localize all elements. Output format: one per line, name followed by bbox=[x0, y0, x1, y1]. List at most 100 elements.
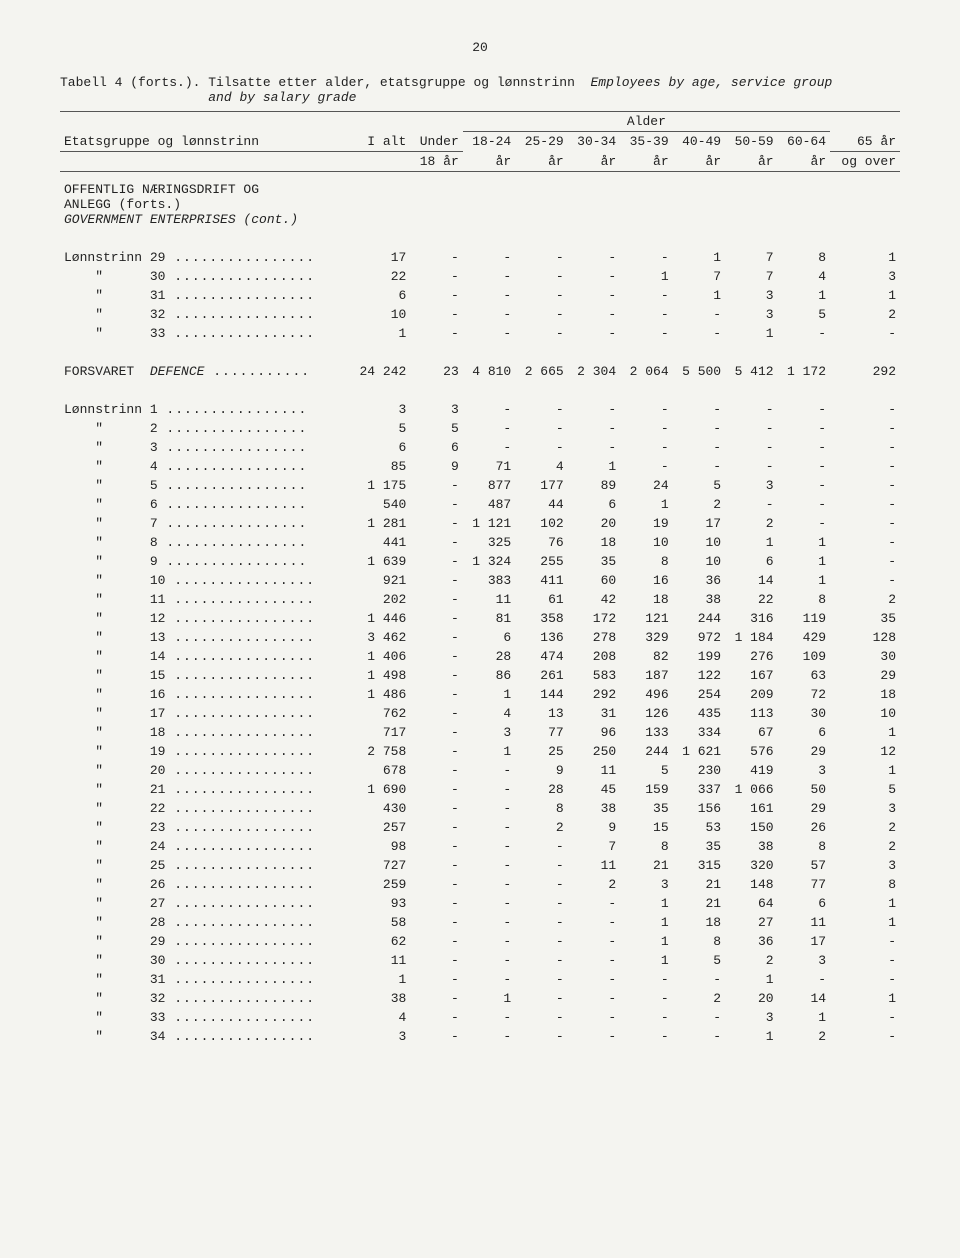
cell: - bbox=[830, 1008, 900, 1027]
cell: 4 810 bbox=[463, 362, 515, 381]
col-age-3a: 30-34 bbox=[568, 132, 620, 152]
row-label: " 21 ................ bbox=[60, 780, 349, 799]
cell: - bbox=[830, 400, 900, 419]
cell: 3 bbox=[620, 875, 672, 894]
cell: 58 bbox=[349, 913, 410, 932]
cell: 3 bbox=[725, 476, 777, 495]
table-body: OFFENTLIG NÆRINGSDRIFT OGANLEGG (forts.)… bbox=[60, 171, 900, 1046]
cell: 3 bbox=[830, 856, 900, 875]
cell: 150 bbox=[725, 818, 777, 837]
row-label: " 5 ................ bbox=[60, 476, 349, 495]
cell: - bbox=[515, 324, 567, 343]
cell: 7 bbox=[725, 248, 777, 267]
cell: 5 bbox=[673, 476, 725, 495]
cell: 8 bbox=[778, 248, 830, 267]
cell: 38 bbox=[349, 989, 410, 1008]
cell: 11 bbox=[463, 590, 515, 609]
cell: - bbox=[410, 248, 462, 267]
cell: 441 bbox=[349, 533, 410, 552]
row-label: " 12 ................ bbox=[60, 609, 349, 628]
col-age-7b: år bbox=[778, 151, 830, 171]
cell: - bbox=[778, 514, 830, 533]
cell: 540 bbox=[349, 495, 410, 514]
cell: 1 bbox=[830, 894, 900, 913]
cell: 1 bbox=[725, 533, 777, 552]
caption-italic-1: Employees by age, service group bbox=[591, 75, 833, 90]
cell: - bbox=[830, 932, 900, 951]
caption-indent bbox=[60, 90, 208, 105]
cell: 21 bbox=[620, 856, 672, 875]
col-age-8b: og over bbox=[830, 151, 900, 171]
cell: 921 bbox=[349, 571, 410, 590]
cell: 50 bbox=[778, 780, 830, 799]
table-row: " 17 ................762-413311264351133… bbox=[60, 704, 900, 723]
cell: 1 bbox=[568, 457, 620, 476]
cell: 10 bbox=[673, 552, 725, 571]
cell: 71 bbox=[463, 457, 515, 476]
cell: 159 bbox=[620, 780, 672, 799]
row-label: " 30 ................ bbox=[60, 267, 349, 286]
table-row: FORSVARET DEFENCE ...........24 242234 8… bbox=[60, 362, 900, 381]
cell: 4 bbox=[778, 267, 830, 286]
cell: 5 500 bbox=[673, 362, 725, 381]
cell: 57 bbox=[778, 856, 830, 875]
col-total: I alt bbox=[349, 112, 410, 152]
cell: 31 bbox=[568, 704, 620, 723]
cell: - bbox=[620, 970, 672, 989]
cell: 1 172 bbox=[778, 362, 830, 381]
cell: 4 bbox=[515, 457, 567, 476]
cell: 177 bbox=[515, 476, 567, 495]
cell: 1 bbox=[463, 989, 515, 1008]
table-row: " 10 ................921-383411601636141… bbox=[60, 571, 900, 590]
cell: 96 bbox=[568, 723, 620, 742]
cell: - bbox=[620, 248, 672, 267]
col-age-2b: år bbox=[515, 151, 567, 171]
cell: 1 175 bbox=[349, 476, 410, 495]
row-label: Lønnstrinn 1 ................ bbox=[60, 400, 349, 419]
cell: - bbox=[463, 818, 515, 837]
cell: 109 bbox=[778, 647, 830, 666]
row-label: " 29 ................ bbox=[60, 932, 349, 951]
cell: - bbox=[620, 1008, 672, 1027]
cell: 12 bbox=[830, 742, 900, 761]
table-row: " 25 ................727---1121315320573 bbox=[60, 856, 900, 875]
cell: 76 bbox=[515, 533, 567, 552]
row-label: " 2 ................ bbox=[60, 419, 349, 438]
table-row: " 3 ................66-------- bbox=[60, 438, 900, 457]
table-row: " 26 ................259---2321148778 bbox=[60, 875, 900, 894]
cell: 257 bbox=[349, 818, 410, 837]
cell: - bbox=[515, 989, 567, 1008]
cell: - bbox=[515, 248, 567, 267]
cell: - bbox=[830, 495, 900, 514]
col-age-5b: år bbox=[673, 151, 725, 171]
row-label: " 10 ................ bbox=[60, 571, 349, 590]
cell: - bbox=[568, 932, 620, 951]
cell: 28 bbox=[515, 780, 567, 799]
cell: 10 bbox=[830, 704, 900, 723]
cell: 877 bbox=[463, 476, 515, 495]
cell: 72 bbox=[778, 685, 830, 704]
row-label: " 25 ................ bbox=[60, 856, 349, 875]
table-row: " 23 ................257--291553150262 bbox=[60, 818, 900, 837]
cell: 1 bbox=[725, 970, 777, 989]
table-row: " 33 ................1------1-- bbox=[60, 324, 900, 343]
cell: 419 bbox=[725, 761, 777, 780]
cell: 45 bbox=[568, 780, 620, 799]
row-label: " 34 ................ bbox=[60, 1027, 349, 1046]
cell: 36 bbox=[673, 571, 725, 590]
cell: 2 bbox=[830, 590, 900, 609]
cell: - bbox=[463, 248, 515, 267]
cell: 24 bbox=[620, 476, 672, 495]
cell: 1 066 bbox=[725, 780, 777, 799]
cell: 259 bbox=[349, 875, 410, 894]
cell: - bbox=[673, 438, 725, 457]
cell: - bbox=[515, 1027, 567, 1046]
cell: - bbox=[515, 913, 567, 932]
cell: 20 bbox=[568, 514, 620, 533]
cell: - bbox=[410, 552, 462, 571]
table-row: " 27 ................93----1216461 bbox=[60, 894, 900, 913]
cell: 8 bbox=[778, 590, 830, 609]
cell: 2 758 bbox=[349, 742, 410, 761]
cell: 1 bbox=[673, 286, 725, 305]
cell: 1 bbox=[778, 552, 830, 571]
